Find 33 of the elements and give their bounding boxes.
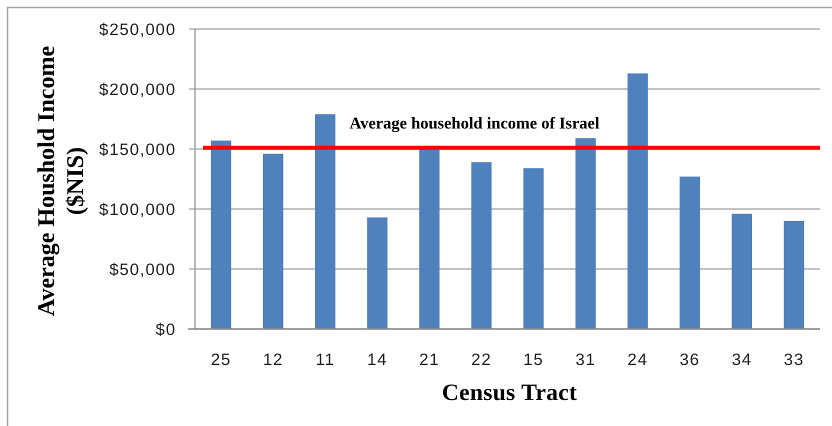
- y-tick-label: $250,000: [99, 20, 176, 39]
- bar: [367, 217, 388, 329]
- bar: [784, 221, 804, 329]
- x-tick-label: 36: [680, 350, 700, 369]
- x-tick-label: 12: [262, 350, 284, 369]
- x-axis-title: Census Tract: [442, 380, 578, 406]
- y-tick-label: $100,000: [99, 200, 176, 219]
- x-tick-label: 14: [367, 350, 388, 369]
- x-tick-label: 21: [419, 350, 440, 369]
- y-axis-title: Average Houshold Income ($NIS): [34, 46, 89, 316]
- y-tick-label: $0: [156, 320, 176, 339]
- bar: [523, 168, 544, 329]
- y-tick-label: $150,000: [99, 140, 176, 159]
- bar: [471, 162, 492, 329]
- bar: [732, 214, 752, 329]
- x-tick-label: 15: [523, 350, 544, 369]
- bar: [210, 140, 232, 329]
- y-tick-label: $50,000: [109, 260, 176, 279]
- x-tick-label: 11: [316, 350, 335, 369]
- x-tick-label: 31: [575, 350, 596, 369]
- bar: [680, 176, 700, 329]
- bar: [575, 138, 596, 329]
- bar: [262, 154, 284, 329]
- x-tick-label: 24: [628, 350, 648, 369]
- ref-line-label: Average household income of Israel: [350, 114, 600, 133]
- bar: [419, 148, 440, 329]
- x-tick-label: 33: [784, 350, 804, 369]
- x-tick-label: 34: [732, 350, 752, 369]
- x-tick-label: 22: [471, 350, 492, 369]
- bar: [315, 114, 336, 329]
- x-tick-label: 25: [210, 350, 232, 369]
- y-tick-label: $200,000: [99, 80, 176, 99]
- bar: [628, 73, 648, 329]
